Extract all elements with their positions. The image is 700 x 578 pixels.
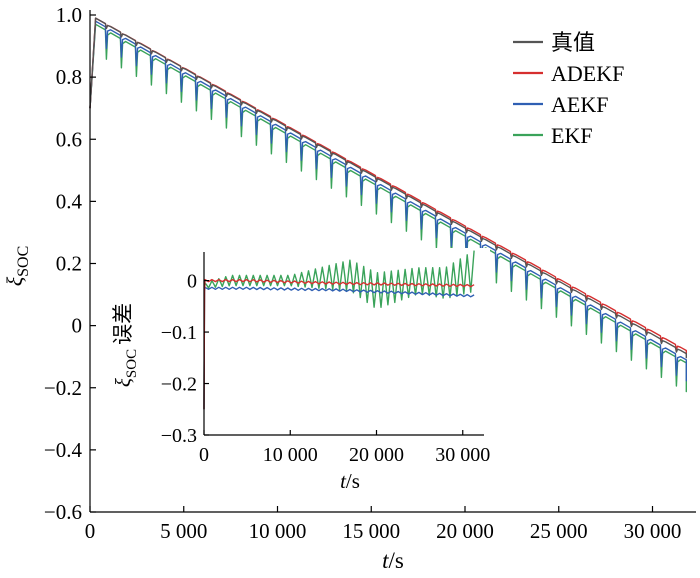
main-x-tick-label: 15 000 (342, 519, 400, 543)
main-x-tick-label: 5 000 (160, 519, 207, 543)
inset-x-axis-label: t/s (340, 469, 360, 493)
inset-x-tick-label: 10 000 (263, 444, 318, 466)
inset-x-axis-label-unit: /s (346, 469, 360, 493)
main-tick-group: 0 5 000 10 000 15 000 20 000 25 000 30 000 1.0 0… (44, 3, 681, 543)
main-series-aekf (89, 20, 687, 382)
main-x-axis-label-italic: t (382, 548, 389, 573)
inset-series-aekf (203, 286, 475, 410)
main-y-tick-label: 0 (72, 314, 83, 338)
main-y-tick-label: 0.4 (56, 189, 83, 213)
inset-y-axis-label-subscript: SOC (124, 349, 140, 378)
main-series-truth (89, 17, 687, 359)
legend-label-adekf: ADEKF (551, 61, 624, 86)
main-x-tick-label: 30 000 (624, 519, 682, 543)
main-y-tick-label: 1.0 (56, 3, 82, 27)
inset-plot: 0 10 000 20 000 30 000 0 −0.1 −0.2 −0.3 t/s ξSO… (111, 248, 490, 493)
inset-y-axis-label-suffix: 误差 (111, 303, 135, 345)
main-x-tick-label: 0 (85, 519, 96, 543)
inset-x-tick-label: 20 000 (349, 444, 404, 466)
main-y-axis-label-subscript: SOC (15, 246, 32, 277)
main-y-tick-label: 0.6 (56, 127, 82, 151)
main-x-tick-label: 25 000 (530, 519, 588, 543)
inset-y-tick-label: −0.1 (161, 322, 197, 344)
legend: 真值 ADEKF AEKF EKF (513, 30, 624, 148)
legend-label-ekf: EKF (551, 123, 593, 148)
main-y-tick-label: −0.4 (44, 438, 83, 462)
inset-y-axis-label: ξSOC 误差 (111, 303, 140, 387)
inset-y-tick-label: 0 (187, 271, 197, 293)
main-y-tick-label: −0.2 (44, 376, 82, 400)
main-y-tick-label: 0.2 (56, 252, 82, 276)
main-y-axis-label: ξSOC (2, 246, 32, 287)
main-x-tick-label: 20 000 (436, 519, 494, 543)
inset-x-tick-label: 0 (199, 444, 209, 466)
inset-series-group (203, 250, 475, 410)
inset-x-tick-label: 30 000 (435, 444, 490, 466)
main-plot: 0 5 000 10 000 15 000 20 000 25 000 30 000 1.0 0… (2, 3, 696, 573)
inset-y-tick-label: −0.2 (161, 374, 197, 396)
inset-x-axis-label-italic: t (340, 469, 347, 493)
inset-series-adekf (203, 278, 475, 410)
main-y-axis-label-symbol: ξ (2, 276, 27, 286)
inset-y-axis-label-symbol: ξ (111, 378, 135, 387)
main-series-group (89, 17, 687, 393)
main-x-axis-label: t/s (382, 548, 404, 573)
legend-label-aekf: AEKF (551, 92, 608, 117)
main-x-axis-label-unit: /s (389, 548, 404, 573)
inset-tick-group: 0 10 000 20 000 30 000 0 −0.1 −0.2 −0.3 (161, 271, 491, 466)
main-y-tick-label: −0.6 (44, 500, 82, 524)
main-x-tick-label: 10 000 (249, 519, 307, 543)
main-y-tick-label: 0.8 (56, 65, 82, 89)
legend-label-truth: 真值 (551, 30, 595, 55)
inset-y-tick-label: −0.3 (161, 425, 197, 447)
inset-series-ekf (203, 250, 475, 410)
